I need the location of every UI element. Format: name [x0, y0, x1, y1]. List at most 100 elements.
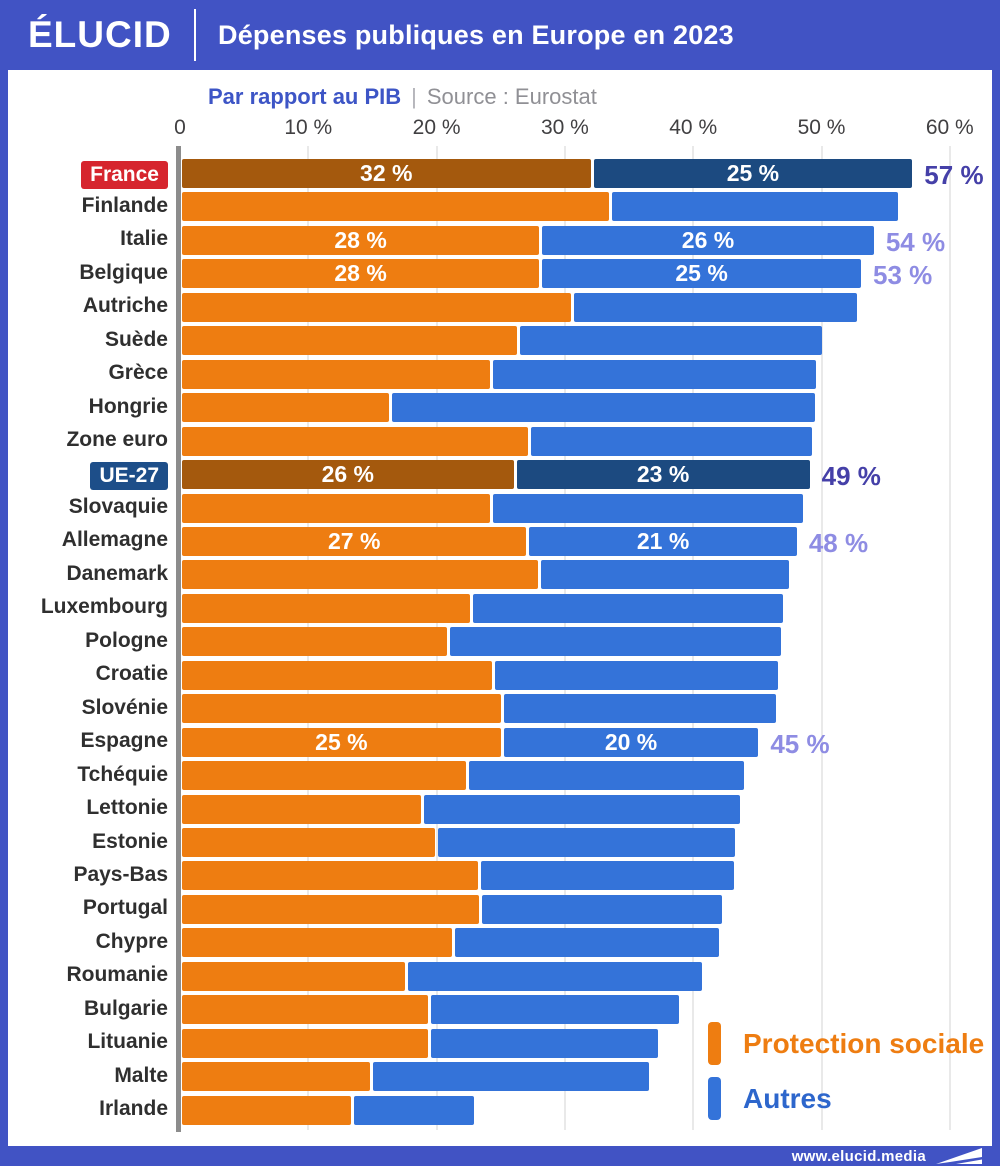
bar-segment-protection-sociale — [182, 828, 436, 857]
segment-value-label: 25 % — [675, 260, 728, 287]
bar-segment-protection-sociale — [182, 1095, 351, 1125]
x-axis-tick-label: 20 % — [412, 116, 461, 139]
country-label: Allemagne — [61, 528, 168, 552]
footer: www.elucid.media — [0, 1146, 1000, 1166]
footer-url[interactable]: www.elucid.media — [791, 1147, 926, 1165]
bar-segment-autres: 25 % — [593, 159, 913, 188]
country-label: Italie — [120, 227, 168, 251]
x-axis-tick-label: 10 % — [284, 116, 333, 139]
segment-value-label: 23 % — [636, 461, 690, 488]
country-label-pill: France — [81, 160, 168, 189]
country-label: Pologne — [85, 628, 168, 652]
total-value-label: 49 % — [821, 461, 881, 492]
bar-segment-autres: 23 % — [516, 460, 810, 490]
bar-segment-protection-sociale — [182, 627, 447, 657]
bar-segment-autres: 26 % — [542, 225, 874, 255]
total-value-label: 53 % — [872, 260, 933, 291]
country-label: Malte — [114, 1063, 168, 1087]
bar-segment-autres — [493, 359, 817, 389]
segment-value-label: 25 % — [726, 160, 780, 186]
total-value-label: 45 % — [770, 728, 830, 759]
bar-segment-autres — [449, 627, 782, 657]
segment-value-label: 25 % — [315, 728, 368, 755]
segment-value-label: 20 % — [604, 728, 658, 755]
country-label: Estonie — [92, 829, 168, 853]
country-label: Finlande — [81, 193, 168, 217]
bar-segment-protection-sociale: 32 % — [182, 159, 591, 188]
bar-segment-autres: 25 % — [542, 259, 861, 289]
bar-segment-autres — [540, 560, 790, 590]
bar-segment-protection-sociale — [182, 426, 528, 456]
total-value-label: 48 % — [808, 527, 869, 558]
bar-segment-autres — [611, 192, 899, 222]
country-label: Slovénie — [81, 695, 168, 719]
bar-segment-autres — [353, 1095, 474, 1125]
bar-segment-autres — [481, 894, 723, 924]
legend-swatch-protection-sociale — [708, 1022, 721, 1065]
segment-value-label: 27 % — [327, 527, 381, 554]
bar-segment-autres — [520, 326, 823, 356]
country-label: Danemark — [66, 561, 168, 585]
country-label: France — [0, 160, 168, 189]
bar-segment-protection-sociale: 25 % — [182, 727, 501, 757]
country-label: Autriche — [82, 294, 168, 318]
bar-segment-autres — [454, 928, 719, 958]
bar-segment-autres — [438, 828, 736, 857]
segment-value-label: 32 % — [360, 160, 413, 186]
country-label: Croatie — [95, 662, 168, 686]
country-label: Irlande — [99, 1097, 168, 1121]
bar-segment-autres — [472, 593, 783, 623]
bar-segment-autres — [469, 761, 745, 791]
bar-segment-autres — [430, 1028, 659, 1058]
country-label-pill: UE-27 — [90, 461, 168, 490]
country-label: Pays-Bas — [73, 862, 168, 886]
elucid-flag-icon — [936, 1148, 982, 1164]
country-label: Chypre — [95, 929, 168, 953]
header-divider — [194, 9, 196, 61]
subtitle-measure: Par rapport au PIB — [208, 84, 402, 109]
x-axis-tick-label: 60 % — [925, 116, 974, 139]
bar-segment-protection-sociale — [182, 894, 479, 924]
bar-segment-protection-sociale: 26 % — [182, 460, 514, 490]
elucid-logo: ÉLUCID — [28, 14, 172, 55]
x-axis-tick-label: 0 — [174, 116, 186, 139]
country-label: Belgique — [79, 260, 168, 284]
country-label: Hongrie — [88, 394, 168, 418]
bar-segment-protection-sociale: 28 % — [182, 225, 540, 255]
legend-swatch-autres — [708, 1077, 721, 1120]
subtitle-source: Source : Eurostat — [426, 84, 597, 109]
country-label: Slovaquie — [68, 495, 168, 518]
country-label: Roumanie — [66, 963, 168, 987]
segment-value-label: 26 % — [321, 461, 374, 488]
bar-segment-autres: 21 % — [529, 526, 797, 556]
y-axis-line — [176, 146, 181, 1132]
country-label: Lettonie — [86, 796, 168, 820]
bar-segment-autres — [574, 292, 858, 322]
country-label: Espagne — [80, 729, 168, 753]
total-value-label: 57 % — [924, 160, 984, 190]
country-label: UE-27 — [0, 461, 168, 490]
bar-segment-protection-sociale — [182, 961, 405, 991]
bar-segment-autres — [430, 995, 679, 1025]
segment-value-label: 28 % — [334, 226, 387, 253]
bar-segment-autres — [480, 861, 734, 891]
x-axis-tick-label: 30 % — [540, 116, 589, 139]
x-axis-tick-label: 50 % — [797, 116, 846, 139]
bar-segment-protection-sociale — [182, 1062, 370, 1092]
country-label: Lituanie — [87, 1030, 168, 1054]
bar-segment-autres: 20 % — [503, 727, 759, 757]
country-label: Zone euro — [66, 428, 168, 452]
country-label: Portugal — [82, 896, 168, 920]
legend-item: Protection sociale — [708, 1022, 984, 1065]
bar-segment-autres — [424, 794, 741, 824]
bar-segment-protection-sociale — [182, 493, 491, 523]
subtitle-separator: | — [411, 84, 417, 109]
segment-value-label: 21 % — [636, 527, 690, 554]
segment-value-label: 28 % — [334, 260, 387, 287]
bar-segment-autres — [530, 426, 813, 456]
bar-segment-protection-sociale — [182, 1028, 428, 1058]
page-title: Dépenses publiques en Europe en 2023 — [218, 19, 734, 50]
country-label: Suède — [104, 327, 168, 351]
bar-segment-protection-sociale — [182, 861, 478, 891]
